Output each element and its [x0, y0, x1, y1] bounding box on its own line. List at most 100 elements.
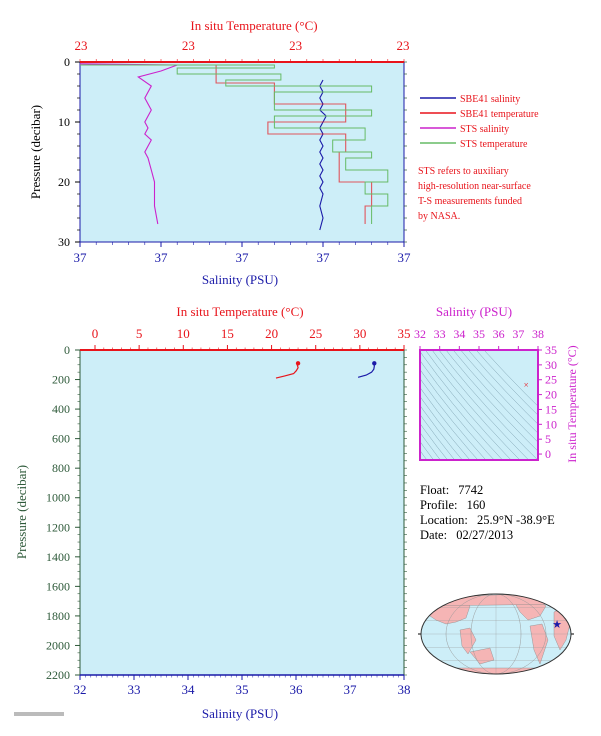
- ts-right-tick-label: 30: [545, 358, 557, 372]
- profile-chart-left-axis-label: Pressure (decibar): [14, 465, 29, 559]
- profile-chart-ticks: [75, 345, 407, 680]
- density-contour: [452, 350, 538, 443]
- legend-label: STS salinity: [460, 124, 509, 135]
- date-label: Date:: [420, 528, 447, 542]
- ts-right-tick-label: 0: [545, 447, 551, 461]
- map-graticule: [418, 593, 574, 675]
- left-axis-tick-label: 2200: [46, 668, 70, 682]
- top-axis-tick-label: 23: [75, 38, 88, 53]
- profile-chart-series: [275, 361, 377, 379]
- left-axis-tick-label: 600: [52, 432, 70, 446]
- left-axis-tick-label: 20: [58, 175, 70, 189]
- date-value: 02/27/2013: [456, 528, 513, 542]
- float-info: Float: 7742 Profile: 160 Location: 25.9°…: [420, 483, 555, 542]
- top-axis-tick-label: 0: [92, 326, 99, 341]
- ts-top-tick-label: 37: [512, 327, 524, 341]
- left-axis-tick-label: 30: [58, 235, 70, 249]
- bottom-axis-tick-label: 34: [182, 682, 196, 697]
- density-contour: [483, 350, 538, 407]
- left-axis-tick-label: 10: [58, 115, 70, 129]
- profile-chart-bottom-tick-labels: 32 33 34 35 36 37 38: [74, 682, 411, 697]
- density-contour: [420, 369, 495, 460]
- ts-top-tick-label: 35: [473, 327, 485, 341]
- left-axis-tick-label: 800: [52, 461, 70, 475]
- ts-diagram-top-tick-labels: 32 33 34 35 36 37 38: [414, 327, 544, 341]
- top-chart-series: [79, 63, 389, 231]
- bottom-axis-tick-label: 38: [398, 682, 411, 697]
- note-line: STS refers to auxiliary: [418, 166, 509, 177]
- profile-chart-bottom-axis-label: Salinity (PSU): [202, 706, 278, 721]
- top-axis-tick-label: 5: [136, 326, 143, 341]
- left-axis-tick-label: 400: [52, 402, 70, 416]
- density-contour: [420, 441, 434, 460]
- top-chart-left-tick-labels: 0 10 20 30: [58, 55, 70, 249]
- left-axis-tick-label: 0: [64, 343, 70, 357]
- float-line: Float: 7742: [420, 483, 483, 497]
- density-contour: [420, 414, 456, 460]
- density-contour: [431, 350, 530, 460]
- top-chart-left-axis-label: Pressure (decibar): [28, 105, 43, 199]
- top-axis-tick-label: 15: [221, 326, 234, 341]
- ts-right-tick-label: 20: [545, 388, 557, 402]
- bottom-axis-tick-label: 37: [344, 682, 358, 697]
- profile-line: Profile: 160: [420, 498, 485, 512]
- ts-diagram: Salinity (PSU) 32 33 34 35 36 37 38 0510152025…: [414, 304, 579, 463]
- bottom-axis-tick-label: 35: [236, 682, 249, 697]
- map-border: [420, 593, 572, 675]
- ts-top-tick-label: 34: [453, 327, 465, 341]
- top-chart-ticks: [75, 59, 407, 247]
- top-axis-tick-label: 30: [353, 326, 366, 341]
- legend-entry-sbe41-temperature: SBE41 temperature: [420, 109, 539, 120]
- top-axis-tick-label: 10: [177, 326, 190, 341]
- density-contour: [420, 450, 428, 460]
- density-contour: [460, 350, 538, 434]
- left-axis-tick-label: 1200: [46, 520, 70, 534]
- world-map: ★: [418, 593, 574, 675]
- left-axis-tick-label: 1000: [46, 491, 70, 505]
- float-value: 7742: [458, 483, 483, 497]
- surface-marker-salinity: [372, 361, 377, 366]
- ts-top-tick-label: 33: [434, 327, 446, 341]
- footer-stamp: [14, 712, 64, 716]
- left-axis-tick-label: 200: [52, 373, 70, 387]
- ts-point: ×: [524, 380, 529, 390]
- ts-diagram-right-axis-label: In situ Temperature (°C): [565, 345, 579, 462]
- bottom-axis-tick-label: 37: [155, 250, 169, 265]
- top-axis-tick-label: 23: [182, 38, 195, 53]
- series-line-sbe41-salinity: [319, 79, 327, 231]
- left-axis-tick-label: 2000: [46, 638, 70, 652]
- float-label: Float:: [420, 483, 449, 497]
- series-line-sts-salinity: [79, 63, 178, 225]
- ts-top-tick-label: 36: [493, 327, 505, 341]
- top-chart-top-axis-label: In situ Temperature (°C): [190, 18, 317, 33]
- bottom-axis-tick-label: 37: [236, 250, 250, 265]
- density-contour: [420, 405, 463, 460]
- ts-right-tick-label: 15: [545, 402, 557, 416]
- ts-top-tick-label: 32: [414, 327, 426, 341]
- profile-chart: In situ Temperature (°C) 0 5 10 15 20 25 30 35 …: [14, 304, 411, 721]
- profile-chart-top-tick-labels: 0 5 10 15 20 25 30 35: [92, 326, 411, 341]
- top-chart: In situ Temperature (°C) 23 23 23 23 0 10 20 3…: [28, 18, 539, 287]
- density-contour: [420, 432, 441, 460]
- top-axis-tick-label: 23: [397, 38, 410, 53]
- density-contour: [420, 351, 512, 460]
- bottom-axis-tick-label: 33: [128, 682, 141, 697]
- ts-diagram-points: ×: [524, 380, 529, 390]
- left-axis-tick-label: 1400: [46, 550, 70, 564]
- bottom-axis-tick-label: 37: [74, 250, 88, 265]
- density-contour: [467, 350, 538, 425]
- top-chart-bottom-axis-label: Salinity (PSU): [202, 272, 278, 287]
- surface-marker-temperature: [295, 361, 301, 366]
- note-line: T-S measurements funded: [418, 196, 522, 207]
- landmass-antarctica: [423, 667, 571, 674]
- density-contour: [438, 350, 538, 460]
- ts-right-tick-label: 10: [545, 417, 557, 431]
- profile-chart-left-tick-labels: 0 200 400 600 800 1000 1200 1400 1600 1800 2000 220…: [46, 343, 70, 682]
- top-chart-top-tick-labels: 23 23 23 23: [75, 38, 410, 53]
- bottom-axis-tick-label: 32: [74, 682, 87, 697]
- location-line: Location: 25.9°N -38.9°E: [420, 513, 555, 527]
- density-contour: [420, 378, 487, 460]
- left-axis-tick-label: 0: [64, 55, 70, 69]
